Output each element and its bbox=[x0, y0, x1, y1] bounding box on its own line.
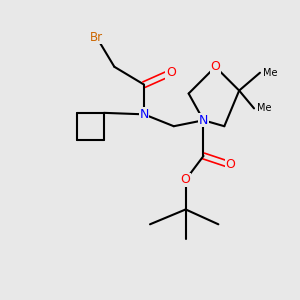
Text: Br: Br bbox=[90, 31, 103, 44]
Text: O: O bbox=[166, 66, 176, 79]
Text: N: N bbox=[140, 108, 149, 121]
Text: N: N bbox=[199, 114, 208, 127]
Text: Me: Me bbox=[257, 103, 272, 113]
Text: O: O bbox=[181, 173, 190, 186]
Text: Me: Me bbox=[263, 68, 278, 78]
Text: O: O bbox=[211, 60, 220, 73]
Text: O: O bbox=[225, 158, 235, 171]
